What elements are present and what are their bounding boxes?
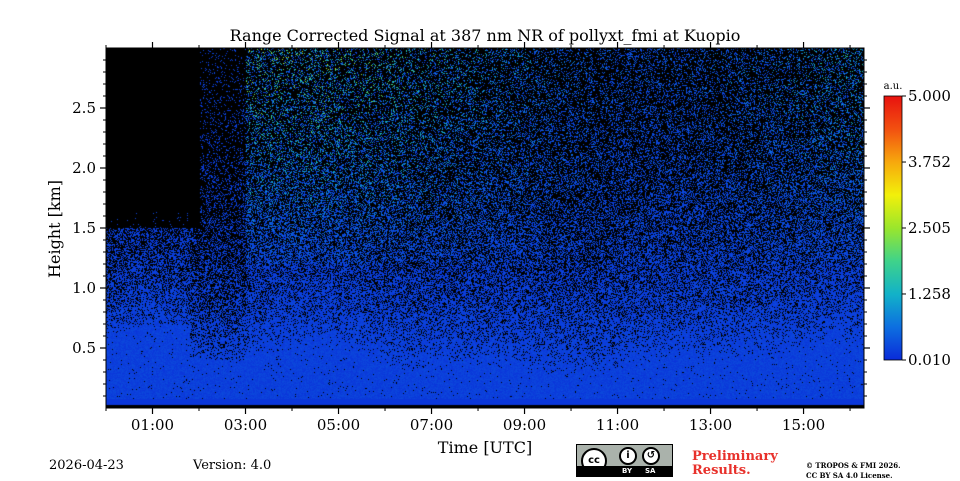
preliminary-line-1: Preliminary — [692, 449, 778, 464]
x-tick-label: 01:00 — [131, 416, 174, 434]
badge-strip — [577, 466, 672, 476]
badge-sa-label: SA — [645, 467, 656, 475]
x-axis: 01:00 03:00 05:00 07:00 09:00 11:00 13:00 15:00 — [105, 42, 851, 434]
colorbar-tick-label: 1.258 — [908, 285, 951, 303]
software-version: Version: 4.0 — [193, 458, 272, 473]
colorbar-unit: a.u. — [884, 81, 903, 92]
colorbar: a.u. 0.010 1.258 2.505 3.752 5.000 — [883, 81, 951, 369]
colorbar-tick-label: 0.010 — [908, 351, 951, 369]
x-tick-label: 15:00 — [782, 416, 825, 434]
colorbar-gradient — [883, 95, 903, 361]
y-tick-label: 2.5 — [72, 99, 96, 117]
x-tick-label: 07:00 — [410, 416, 453, 434]
y-axis: 0.5 1.0 1.5 2.0 2.5 — [72, 59, 870, 397]
share-alike-icon: ↺ — [642, 447, 660, 465]
preliminary-results-note: Preliminary Results. — [692, 450, 792, 478]
copyright-line-2: CC BY SA 4.0 License. — [806, 471, 893, 480]
y-tick-label: 1.0 — [72, 279, 96, 297]
copyright-note: © TROPOS & FMI 2026. CC BY SA 4.0 Licens… — [806, 461, 956, 481]
x-tick-label: 09:00 — [503, 416, 546, 434]
copyright-line-1: © TROPOS & FMI 2026. — [806, 461, 901, 470]
preliminary-line-2: Results. — [692, 463, 751, 478]
y-tick-label: 0.5 — [72, 339, 96, 357]
x-tick-label: 13:00 — [689, 416, 732, 434]
y-tick-label: 1.5 — [72, 219, 96, 237]
colorbar-tick-label: 3.752 — [908, 153, 951, 171]
measurement-date: 2026-04-23 — [49, 458, 124, 473]
colorbar-tick-label: 2.505 — [908, 219, 951, 237]
plot-area — [105, 47, 865, 409]
badge-by-label: BY — [622, 467, 633, 475]
y-tick-label: 2.0 — [72, 159, 96, 177]
y-axis-label: Height [km] — [45, 180, 64, 278]
x-tick-label: 03:00 — [224, 416, 267, 434]
attribution-icon: i — [619, 447, 637, 465]
colorbar-ticks: 0.010 1.258 2.505 3.752 5.000 — [902, 87, 951, 369]
colorbar-tick-label: 5.000 — [908, 87, 951, 105]
x-tick-label: 05:00 — [317, 416, 360, 434]
x-axis-label: Time [UTC] — [438, 438, 532, 457]
x-tick-label: 11:00 — [596, 416, 639, 434]
heatmap-canvas — [106, 48, 864, 408]
cc-license-badge: cc i ↺ BY SA — [576, 444, 673, 477]
chart-title: Range Corrected Signal at 387 nm NR of p… — [230, 26, 741, 45]
